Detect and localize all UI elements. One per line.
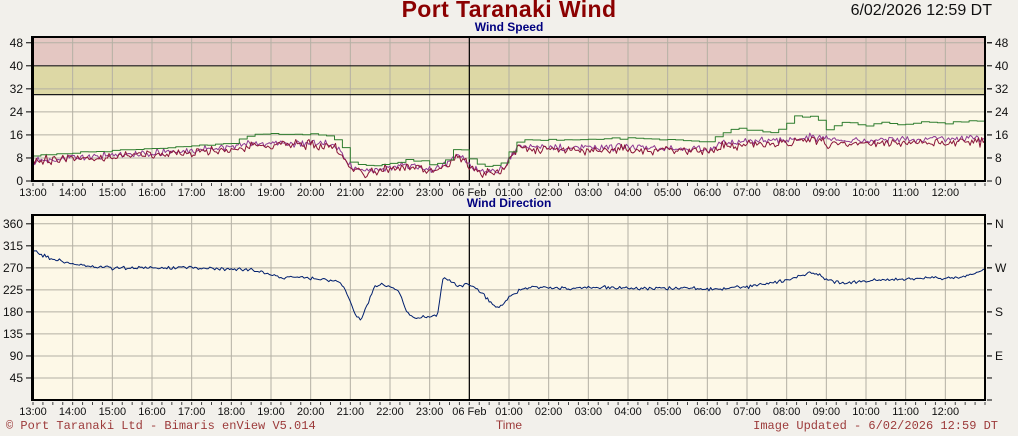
- x-tick-label: 12:00: [932, 406, 960, 418]
- wind-speed-chart-title: Wind Speed: [474, 20, 544, 34]
- x-tick-label: 19:00: [257, 187, 285, 199]
- x-tick-label: 14:00: [59, 187, 87, 199]
- y-tick-label-left: 48: [10, 36, 24, 50]
- y-tick-label-left: 180: [3, 305, 23, 319]
- x-tick-label: 06 Feb: [452, 187, 486, 199]
- x-tick-label: 20:00: [297, 187, 325, 199]
- y-tick-label-right: 32: [995, 82, 1009, 96]
- y-tick-label-left: 45: [10, 371, 24, 385]
- y-tick-label-left: 8: [16, 151, 23, 165]
- x-tick-label: 12:00: [932, 187, 960, 199]
- x-tick-label: 09:00: [813, 406, 841, 418]
- x-tick-label: 01:00: [495, 187, 523, 199]
- y-tick-label-left: 24: [10, 105, 24, 119]
- image-updated-text: Image Updated - 6/02/2026 12:59 DT: [753, 419, 998, 433]
- x-tick-label: 06 Feb: [452, 406, 486, 418]
- x-tick-label: 10:00: [852, 406, 880, 418]
- page-title: Port Taranaki Wind: [401, 0, 617, 22]
- x-tick-label: 16:00: [138, 187, 166, 199]
- wind-speed-gust-green-line: [33, 115, 985, 167]
- report-timestamp: 6/02/2026 12:59 DT: [850, 2, 992, 19]
- y-tick-label-left: 270: [3, 261, 23, 275]
- y-tick-label-right: 16: [995, 128, 1009, 142]
- y-tick-label-left: 90: [10, 349, 24, 363]
- y-tick-label-right: 8: [995, 151, 1002, 165]
- x-tick-label: 18:00: [218, 406, 246, 418]
- x-tick-label: 15:00: [99, 187, 127, 199]
- y-tick-label-right: 0: [995, 174, 1002, 188]
- x-tick-label: 05:00: [654, 406, 682, 418]
- x-tick-label: 14:00: [59, 406, 87, 418]
- y-tick-label-left: 32: [10, 82, 24, 96]
- y-tick-label-right: 48: [995, 36, 1009, 50]
- x-tick-label: 23:00: [416, 187, 444, 199]
- x-tick-label: 13:00: [19, 406, 47, 418]
- x-tick-label: 09:00: [813, 187, 841, 199]
- x-tick-label: 21:00: [337, 406, 365, 418]
- x-tick-label: 05:00: [654, 187, 682, 199]
- time-axis-label: Time: [495, 418, 523, 432]
- y-tick-label-right: S: [995, 305, 1003, 319]
- x-tick-label: 08:00: [773, 406, 801, 418]
- x-tick-label: 20:00: [297, 406, 325, 418]
- x-tick-label: 06:00: [694, 406, 722, 418]
- y-tick-label-right: E: [995, 349, 1003, 363]
- x-tick-label: 22:00: [376, 187, 404, 199]
- y-tick-label-left: 135: [3, 327, 23, 341]
- x-tick-label: 04:00: [614, 187, 642, 199]
- x-tick-label: 04:00: [614, 406, 642, 418]
- x-tick-label: 13:00: [19, 187, 47, 199]
- copyright-text: © Port Taranaki Ltd - Bimaris enView V5.…: [6, 419, 316, 433]
- y-tick-label-left: 40: [10, 59, 24, 73]
- wind-direction-chart-title: Wind Direction: [466, 196, 552, 210]
- x-tick-label: 22:00: [376, 406, 404, 418]
- wind-direction-navy-line: [32, 249, 985, 321]
- y-tick-label-left: 16: [10, 128, 24, 142]
- x-tick-label: 08:00: [773, 187, 801, 199]
- y-tick-label-left: 315: [3, 239, 23, 253]
- x-tick-label: 23:00: [416, 406, 444, 418]
- x-tick-label: 06:00: [694, 187, 722, 199]
- x-tick-label: 15:00: [99, 406, 127, 418]
- y-tick-label-right: 40: [995, 59, 1009, 73]
- x-tick-label: 16:00: [138, 406, 166, 418]
- y-tick-label-right: N: [995, 217, 1004, 231]
- x-tick-label: 10:00: [852, 187, 880, 199]
- x-tick-label: 03:00: [575, 187, 603, 199]
- x-tick-label: 07:00: [733, 187, 761, 199]
- x-tick-label: 02:00: [535, 187, 563, 199]
- x-tick-label: 01:00: [495, 406, 523, 418]
- y-tick-label-left: 0: [16, 174, 23, 188]
- x-tick-label: 11:00: [892, 187, 919, 199]
- x-tick-label: 17:00: [178, 187, 206, 199]
- x-tick-label: 11:00: [892, 406, 919, 418]
- y-tick-label-left: 225: [3, 283, 23, 297]
- y-tick-label-left: 360: [3, 217, 23, 231]
- y-tick-label-right: 24: [995, 105, 1009, 119]
- x-tick-label: 21:00: [337, 187, 365, 199]
- x-tick-label: 18:00: [218, 187, 246, 199]
- y-tick-label-right: W: [995, 261, 1007, 275]
- x-tick-label: 07:00: [733, 406, 761, 418]
- x-tick-label: 02:00: [535, 406, 563, 418]
- x-tick-label: 19:00: [257, 406, 285, 418]
- x-tick-label: 03:00: [575, 406, 603, 418]
- x-tick-label: 17:00: [178, 406, 206, 418]
